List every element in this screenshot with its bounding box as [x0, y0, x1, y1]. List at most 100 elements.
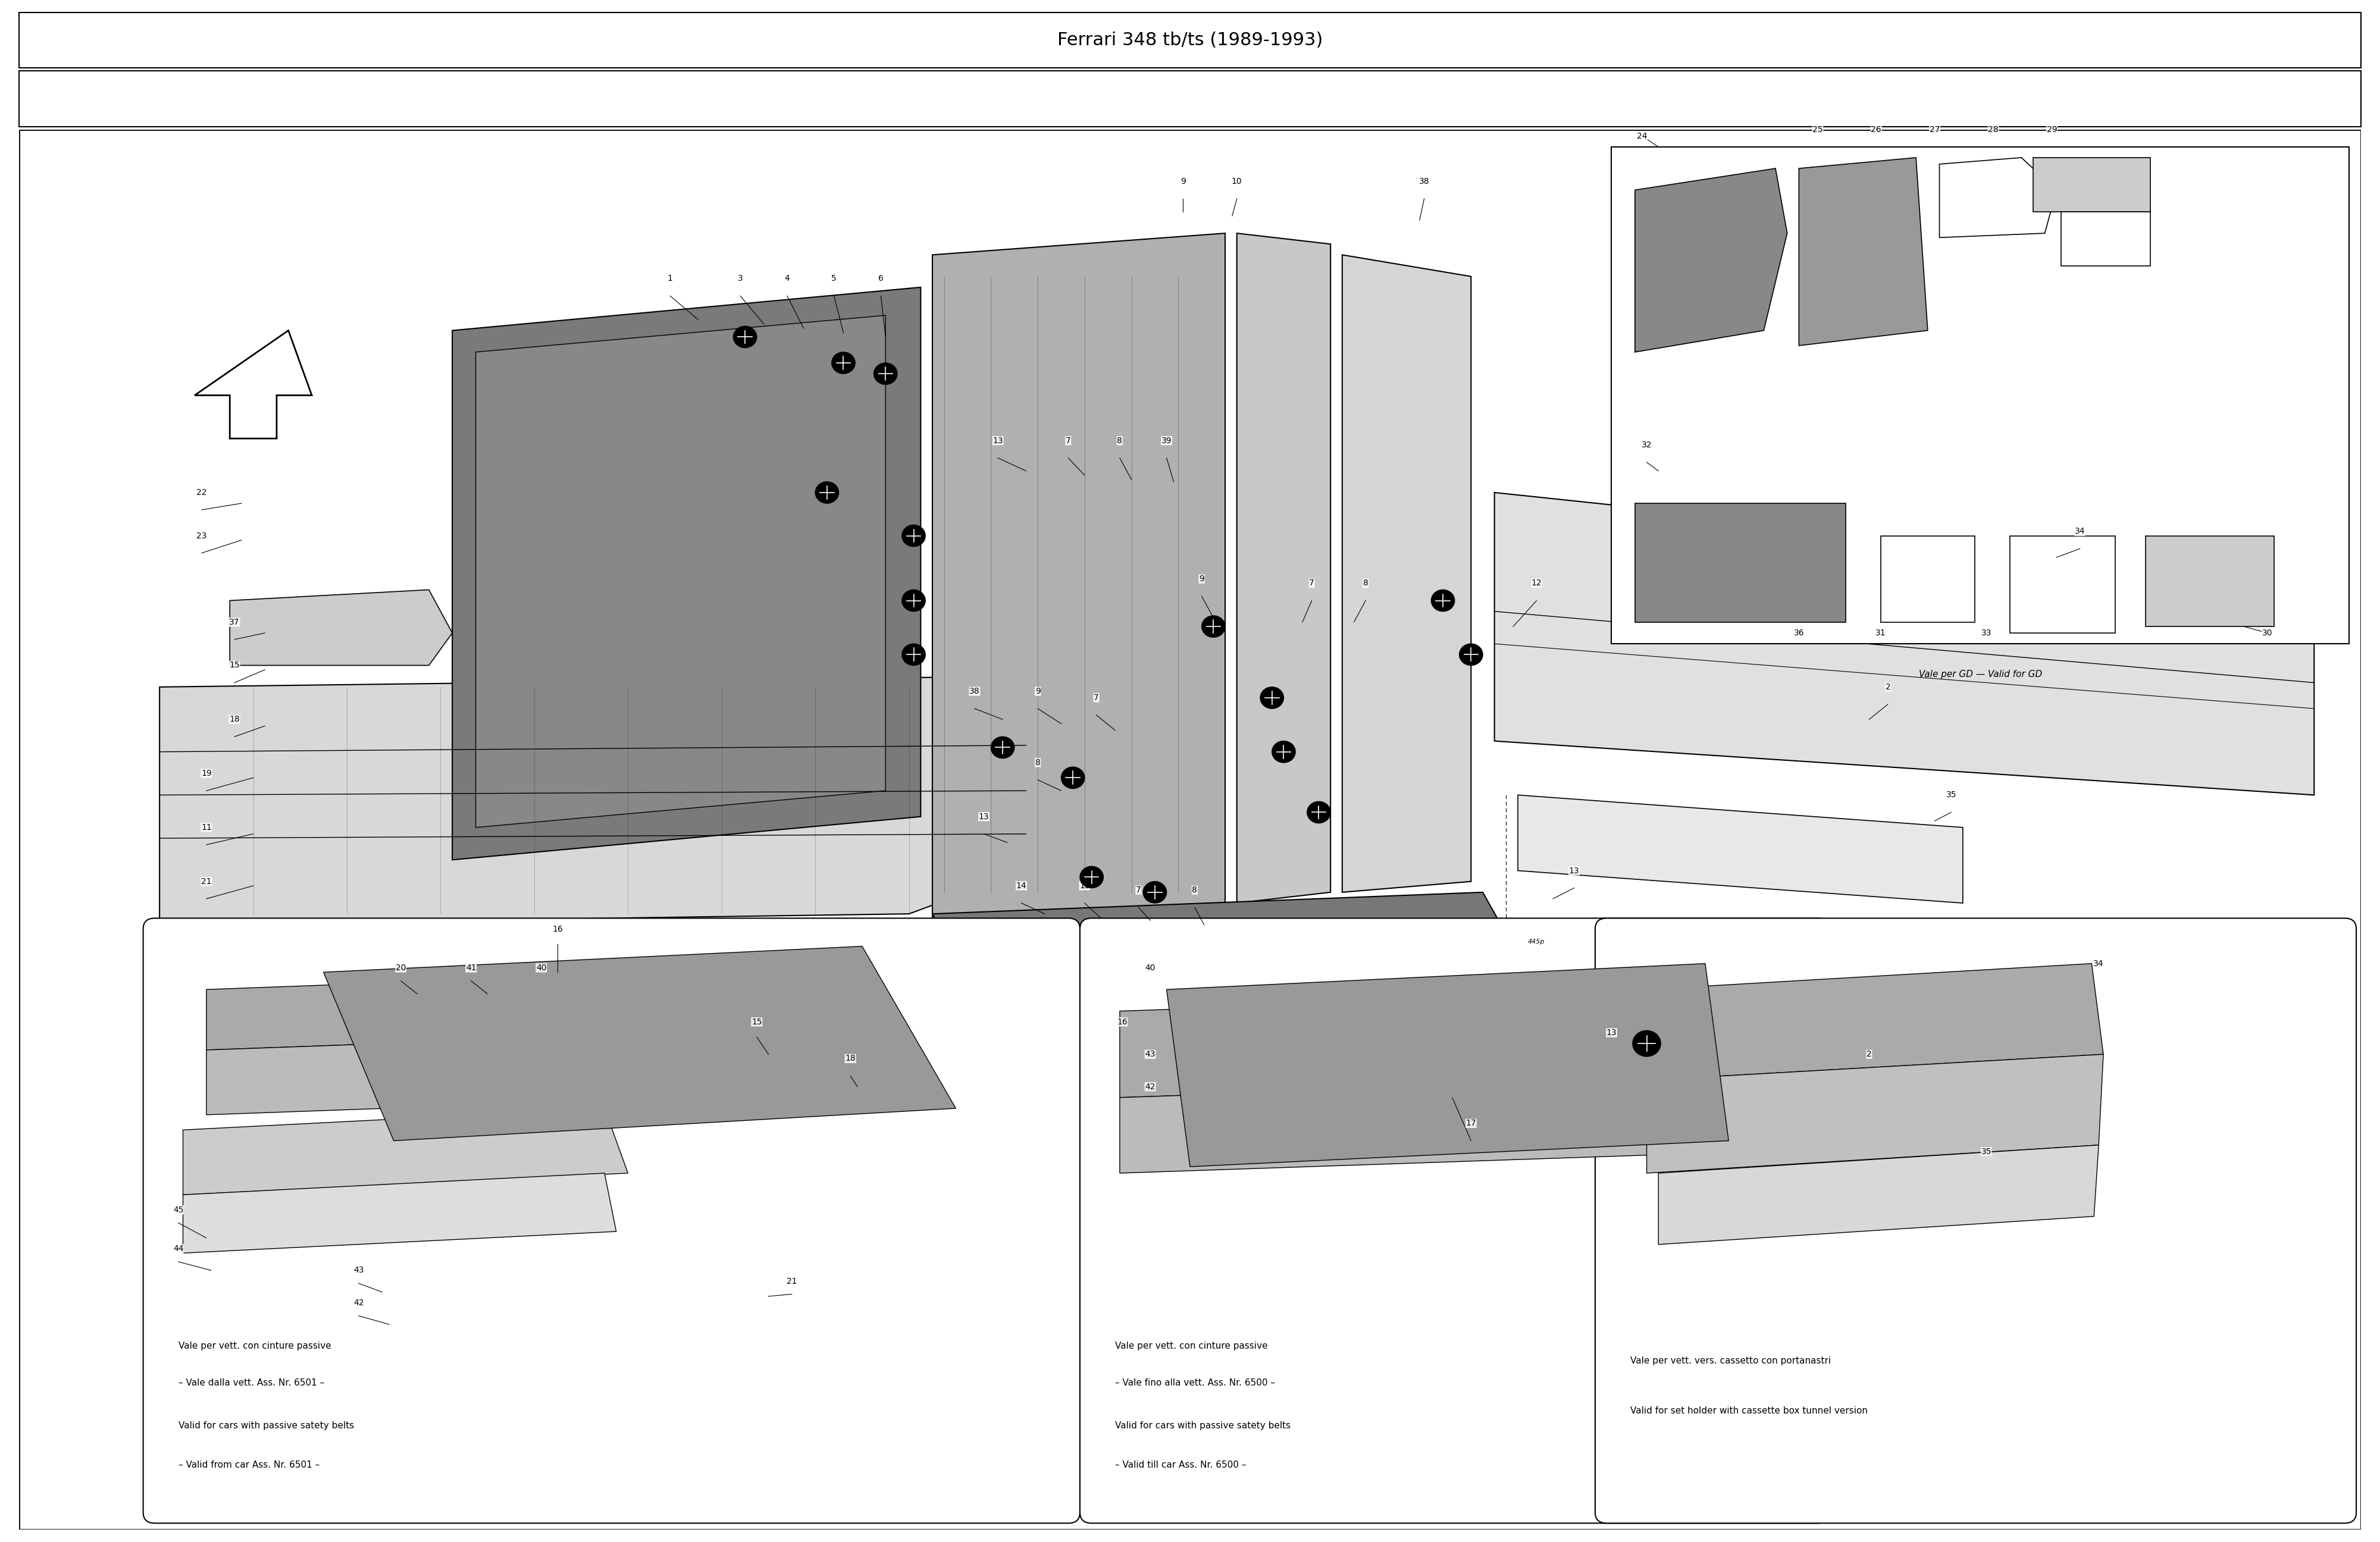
Text: 35: 35 [1980, 1147, 1992, 1155]
Text: 21: 21 [202, 877, 212, 885]
Text: 34: 34 [2094, 959, 2104, 968]
Text: 45: 45 [174, 1206, 183, 1214]
Circle shape [873, 362, 897, 384]
Polygon shape [1659, 1146, 2099, 1244]
Text: 29: 29 [2047, 125, 2056, 134]
Text: 38: 38 [1418, 177, 1430, 185]
Bar [2009, 535, 2116, 632]
Text: 18: 18 [228, 715, 240, 723]
Text: 34: 34 [2075, 527, 2085, 535]
Text: Vale per vett. vers. cassetto con portanastri: Vale per vett. vers. cassetto con portan… [1630, 1357, 1830, 1366]
Text: Valid for set holder with cassette box tunnel version: Valid for set holder with cassette box t… [1630, 1406, 1868, 1416]
Circle shape [816, 481, 838, 503]
Text: 9: 9 [1200, 575, 1204, 583]
Text: 38: 38 [969, 688, 981, 695]
Circle shape [902, 643, 926, 666]
Polygon shape [207, 1033, 685, 1115]
Text: 25: 25 [1814, 125, 1823, 134]
Bar [1611, 146, 2349, 643]
Text: 40: 40 [1145, 964, 1154, 971]
Circle shape [831, 352, 854, 373]
Polygon shape [1238, 233, 1330, 904]
Polygon shape [1940, 157, 2056, 237]
Bar [1880, 535, 1975, 621]
Text: 14: 14 [1016, 882, 1026, 890]
Text: 17: 17 [1466, 1119, 1476, 1127]
Text: 44: 44 [174, 1244, 183, 1254]
Text: Table 123 Tunnel - Framework And Trims - Valid For Tb: Table 123 Tunnel - Framework And Trims -… [966, 91, 1414, 106]
Text: 30: 30 [2261, 629, 2273, 637]
Text: Vale per vett. con cinture passive: Vale per vett. con cinture passive [1116, 1342, 1269, 1351]
Text: 4: 4 [785, 274, 790, 282]
Polygon shape [231, 589, 452, 666]
FancyBboxPatch shape [1595, 917, 2356, 1523]
Text: 22: 22 [198, 489, 207, 497]
Polygon shape [1342, 254, 1471, 893]
Text: 12: 12 [1530, 580, 1542, 588]
Circle shape [1061, 766, 1085, 788]
Text: 36: 36 [1795, 629, 1804, 637]
Text: 8: 8 [1035, 759, 1040, 766]
Text: Ferrari 348 tb/ts (1989-1993): Ferrari 348 tb/ts (1989-1993) [1057, 31, 1323, 49]
Text: 26: 26 [1871, 125, 1883, 134]
Text: 41: 41 [466, 964, 476, 971]
Text: – Vale dalla vett. Ass. Nr. 6501 –: – Vale dalla vett. Ass. Nr. 6501 – [178, 1379, 324, 1388]
Text: 28: 28 [1987, 125, 1999, 134]
Text: 18: 18 [845, 1055, 857, 1062]
Text: 3: 3 [738, 274, 743, 282]
Text: 5: 5 [831, 274, 838, 282]
Circle shape [1633, 1030, 1661, 1056]
Text: 16: 16 [1116, 1018, 1128, 1025]
FancyBboxPatch shape [143, 917, 1081, 1523]
Circle shape [1430, 589, 1454, 611]
Polygon shape [452, 287, 921, 860]
Circle shape [902, 589, 926, 611]
FancyBboxPatch shape [1081, 917, 1830, 1523]
Text: 8: 8 [1116, 436, 1123, 444]
Text: 43: 43 [352, 1266, 364, 1275]
Text: 27: 27 [1930, 125, 1940, 134]
Bar [1635, 503, 1847, 621]
Text: 6: 6 [878, 274, 883, 282]
Text: 43: 43 [1145, 1050, 1154, 1058]
Text: Valid for cars with passive satety belts: Valid for cars with passive satety belts [178, 1422, 355, 1431]
Text: 9: 9 [1035, 688, 1040, 695]
Polygon shape [1119, 1076, 1756, 1173]
Text: 39: 39 [1161, 436, 1171, 444]
Text: 15: 15 [228, 662, 240, 669]
Text: – Valid till car Ass. Nr. 6500 –: – Valid till car Ass. Nr. 6500 – [1116, 1460, 1247, 1470]
Circle shape [1307, 802, 1330, 823]
Text: 42: 42 [1145, 1082, 1154, 1090]
Circle shape [990, 737, 1014, 759]
Text: 15: 15 [752, 1018, 762, 1025]
Circle shape [902, 524, 926, 546]
Polygon shape [195, 330, 312, 438]
Text: 8: 8 [1192, 887, 1197, 894]
Circle shape [733, 327, 757, 348]
Text: 13: 13 [1081, 882, 1090, 890]
Text: 13: 13 [992, 436, 1004, 444]
Text: 7: 7 [1066, 436, 1071, 444]
Text: 7: 7 [1309, 580, 1314, 588]
Text: 7: 7 [1095, 694, 1100, 702]
Text: 35: 35 [1947, 791, 1956, 799]
Text: 32: 32 [1642, 441, 1652, 449]
Text: Vale per vett. con cinture passive: Vale per vett. con cinture passive [178, 1342, 331, 1351]
Text: 23: 23 [198, 532, 207, 540]
Circle shape [1271, 742, 1295, 763]
Polygon shape [1119, 990, 1756, 1098]
Polygon shape [1647, 1055, 2104, 1173]
Bar [2033, 157, 2149, 211]
Polygon shape [1635, 168, 1787, 352]
Text: 2: 2 [1866, 1050, 1871, 1058]
Polygon shape [183, 1173, 616, 1254]
Polygon shape [207, 971, 685, 1050]
Text: Vale per GD — Valid for GD: Vale per GD — Valid for GD [1918, 669, 2042, 678]
Polygon shape [1799, 157, 1928, 345]
Text: 8: 8 [1364, 580, 1368, 588]
Bar [2144, 535, 2275, 626]
Circle shape [1261, 688, 1283, 709]
Text: 40: 40 [536, 964, 547, 971]
Polygon shape [1518, 796, 1964, 904]
Polygon shape [933, 893, 1659, 1227]
